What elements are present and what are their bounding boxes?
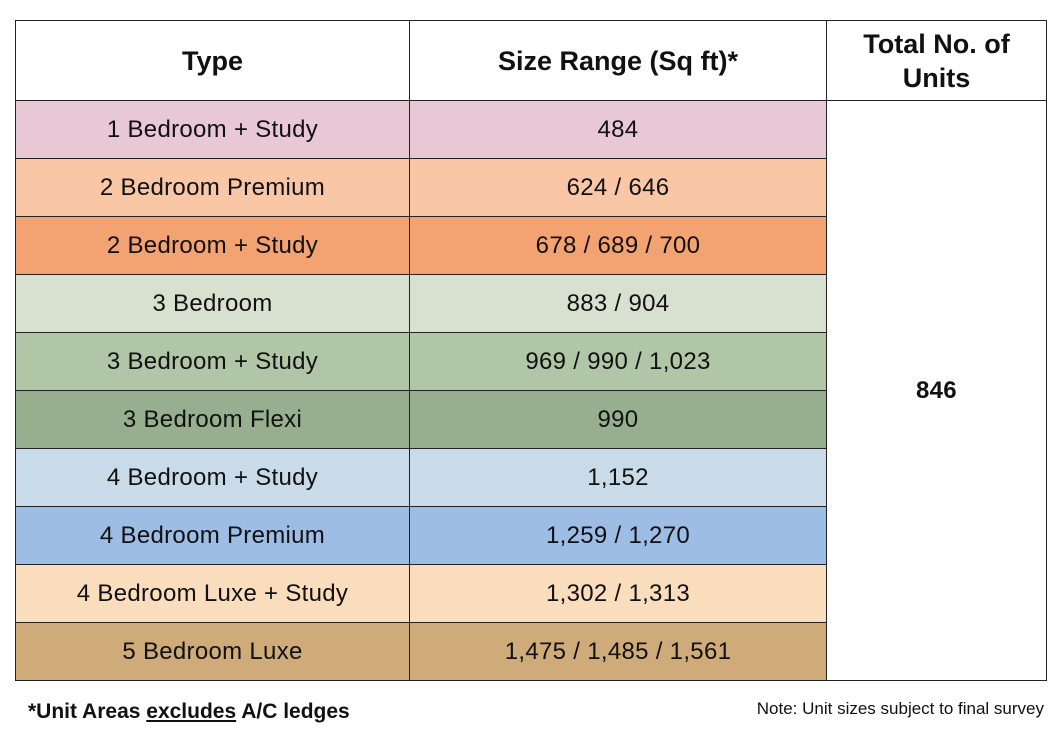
table-body: 1 Bedroom + Study 484 846 2 Bedroom Premium… <box>15 100 1047 681</box>
footnote-prefix: *Unit Areas <box>28 700 147 723</box>
cell-total-units: 846 <box>826 100 1047 681</box>
cell-size-range: 969 / 990 / 1,023 <box>409 332 827 391</box>
cell-type: 4 Bedroom Luxe + Study <box>15 564 410 623</box>
cell-size-range: 1,475 / 1,485 / 1,561 <box>409 622 827 681</box>
table-row: 3 Bedroom 883 / 904 <box>15 274 1047 333</box>
table-row: 4 Bedroom Premium 1,259 / 1,270 <box>15 506 1047 565</box>
cell-size-range: 484 <box>409 100 827 159</box>
cell-type: 3 Bedroom <box>15 274 410 333</box>
cell-type: 1 Bedroom + Study <box>15 100 410 159</box>
cell-size-range: 990 <box>409 390 827 449</box>
cell-size-range: 883 / 904 <box>409 274 827 333</box>
table-row: 4 Bedroom + Study 1,152 <box>15 448 1047 507</box>
header-size-range: Size Range (Sq ft)* <box>409 20 827 101</box>
header-type: Type <box>15 20 410 101</box>
cell-size-range: 1,302 / 1,313 <box>409 564 827 623</box>
survey-note: Note: Unit sizes subject to final survey <box>756 699 1044 718</box>
cell-size-range: 678 / 689 / 700 <box>409 216 827 275</box>
cell-type: 3 Bedroom Flexi <box>15 390 410 449</box>
cell-type: 3 Bedroom + Study <box>15 332 410 391</box>
table-row: 5 Bedroom Luxe 1,475 / 1,485 / 1,561 <box>15 622 1047 681</box>
table-row: 3 Bedroom Flexi 990 <box>15 390 1047 449</box>
table-row: 3 Bedroom + Study 969 / 990 / 1,023 <box>15 332 1047 391</box>
cell-size-range: 1,259 / 1,270 <box>409 506 827 565</box>
cell-type: 2 Bedroom + Study <box>15 216 410 275</box>
cell-type: 4 Bedroom Premium <box>15 506 410 565</box>
cell-type: 4 Bedroom + Study <box>15 448 410 507</box>
footnote: *Unit Areas excludes A/C ledges <box>28 700 350 724</box>
cell-type: 5 Bedroom Luxe <box>15 622 410 681</box>
cell-size-range: 624 / 646 <box>409 158 827 217</box>
cell-size-range: 1,152 <box>409 448 827 507</box>
cell-type: 2 Bedroom Premium <box>15 158 410 217</box>
footnote-suffix: A/C ledges <box>236 700 350 723</box>
table-row: 1 Bedroom + Study 484 846 <box>15 100 1047 681</box>
table-row: 2 Bedroom Premium 624 / 646 <box>15 158 1047 217</box>
header-total-units: Total No. of Units <box>826 20 1047 101</box>
footnote-underlined: excludes <box>146 700 237 723</box>
unit-mix-table: Type Size Range (Sq ft)* Total No. of Un… <box>15 20 1047 681</box>
header-row: Type Size Range (Sq ft)* Total No. of Un… <box>15 20 1047 101</box>
